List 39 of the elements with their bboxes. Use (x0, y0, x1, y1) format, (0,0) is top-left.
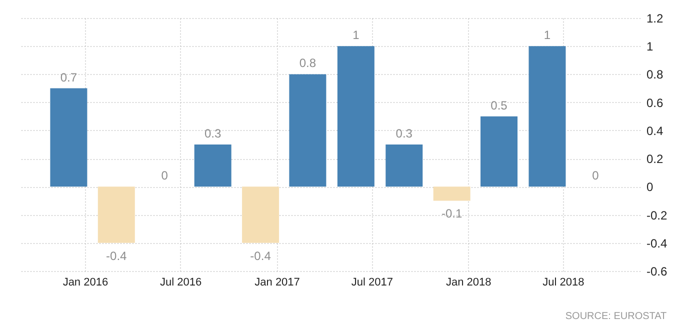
y-tick-label: 1 (646, 40, 654, 54)
bar (433, 186, 470, 201)
x-tick-label: Jan 2016 (62, 276, 108, 288)
x-tick-label: Jul 2017 (351, 276, 393, 288)
x-tick-label: Jan 2018 (446, 276, 492, 288)
data-label: 1 (352, 28, 360, 42)
source-note: SOURCE: EUROSTAT (565, 311, 667, 322)
data-label: 0.5 (490, 98, 508, 112)
data-label: -0.4 (250, 248, 272, 263)
y-tick-label: -0.4 (646, 236, 668, 250)
bar (480, 116, 518, 187)
bar (242, 186, 280, 243)
bar (289, 74, 326, 187)
bar (386, 144, 423, 187)
y-tick-label: 0.4 (646, 124, 664, 138)
bar (528, 46, 566, 187)
y-tick-label: 0.6 (646, 96, 664, 110)
data-label: 0.3 (204, 126, 222, 140)
bar (50, 88, 88, 187)
x-tick-label: Jan 2017 (254, 276, 300, 288)
y-tick-label: 0 (646, 180, 654, 194)
x-tick-label: Jul 2018 (542, 276, 584, 288)
y-tick-label: 0.2 (646, 152, 664, 166)
data-label: -0.1 (441, 206, 462, 221)
data-label: 0 (592, 168, 600, 183)
x-tick-label: Jul 2016 (160, 276, 202, 288)
y-tick-label: 0.8 (646, 68, 664, 82)
bar (98, 186, 135, 243)
data-label: 1 (544, 28, 551, 42)
y-tick-label: -0.2 (646, 208, 668, 222)
data-label: 0.3 (396, 126, 413, 140)
data-label: 0.8 (299, 56, 316, 70)
bar (194, 144, 232, 187)
data-label: 0 (161, 168, 168, 183)
y-tick-label: -0.6 (646, 264, 668, 278)
bar (337, 46, 374, 187)
data-label: -0.4 (106, 248, 128, 263)
y-tick-label: 1.2 (646, 12, 664, 26)
data-label: 0.7 (60, 70, 78, 84)
